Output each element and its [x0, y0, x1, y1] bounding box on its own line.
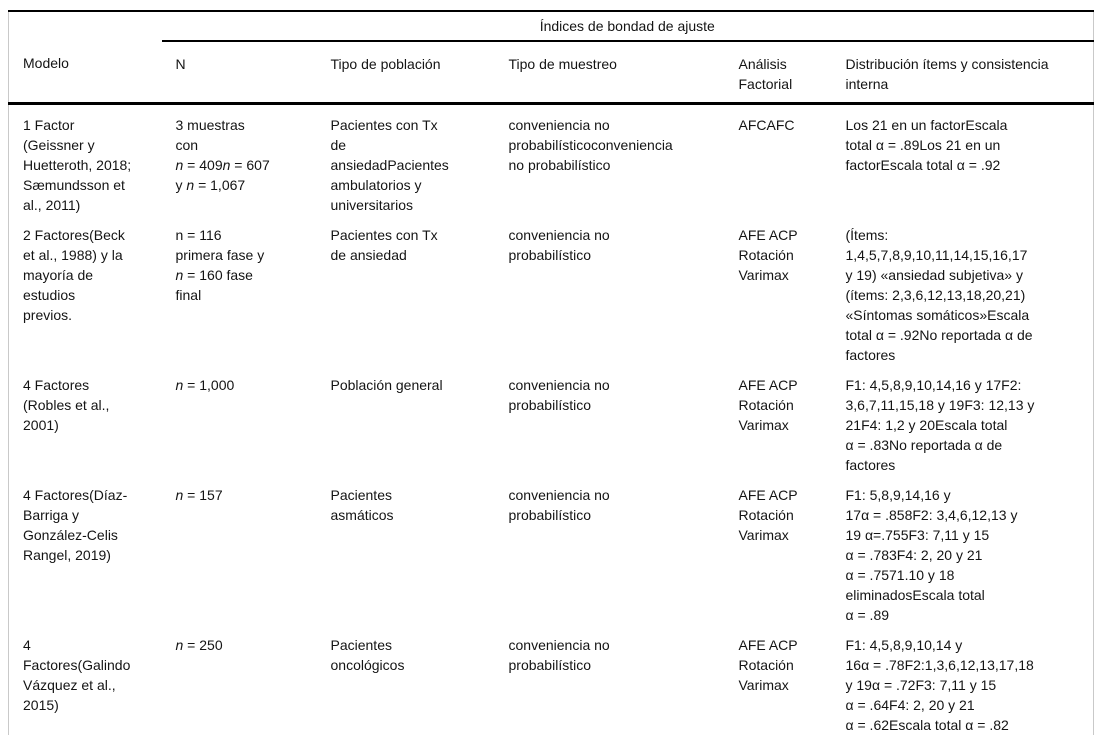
table-row: 4 Factores(Díaz- Barriga y González-Celi… [9, 475, 1094, 625]
cell-analisis-factorial: AFE ACP Rotación Varimax [738, 377, 798, 433]
cell-tipo-de-poblacion: Población general [330, 377, 443, 393]
spanner-empty-cell [9, 11, 162, 41]
header-modelo: Modelo [8, 41, 162, 105]
cell-tipo-de-poblacion: Pacientes oncológicos [330, 637, 405, 673]
cell-distribucion-items: Los 21 en un factorEscala total α = .89L… [845, 117, 1008, 173]
cell-modelo: 4 Factores (Robles et al., 2001) [23, 377, 110, 433]
cell-analisis-factorial: AFE ACP Rotación Varimax [738, 487, 798, 543]
table-row: 4 Factores (Robles et al., 2001) n = 1,0… [9, 365, 1094, 475]
spanner-row: Índices de bondad de ajuste [9, 11, 1094, 42]
cell-tipo-de-muestreo: conveniencia no probabilístico [508, 377, 610, 413]
cell-analisis-factorial: AFE ACP Rotación Varimax [738, 227, 798, 283]
cell-distribucion-items: F1: 5,8,9,14,16 y 17α = .858F2: 3,4,6,12… [845, 487, 1018, 623]
cell-tipo-de-poblacion: Pacientes con Tx de ansiedad [330, 227, 438, 263]
cell-tipo-de-poblacion: Pacientes asmáticos [330, 487, 394, 523]
cell-tipo-de-muestreo: conveniencia no probabilístico [508, 487, 610, 523]
cell-distribucion-items: (Ítems: 1,4,5,7,8,9,10,11,14,15,16,17 y … [845, 227, 1033, 363]
cell-modelo: 4 Factores(Galindo Vázquez et al., 2015) [23, 637, 131, 713]
cell-tipo-de-poblacion: Pacientes con Tx de ansiedadPacientes am… [330, 117, 449, 213]
header-tipo-de-muestreo: Tipo de muestreo [494, 41, 725, 105]
cell-distribucion-items: F1: 4,5,8,9,10,14,16 y 17F2: 3,6,7,11,15… [845, 377, 1035, 473]
table-row: 1 Factor (Geissner y Huetteroth, 2018; S… [9, 104, 1094, 216]
cell-tipo-de-muestreo: conveniencia no probabilísticoconvenienc… [508, 117, 673, 173]
cell-analisis-factorial: AFCAFC [738, 117, 795, 133]
header-analisis-factorial: Análisis Factorial [724, 41, 832, 105]
header-distribucion-items: Distribución ítems y consistencia intern… [831, 41, 1094, 105]
cell-n: n = 157 [175, 487, 223, 503]
cell-n: 3 muestras con n = 409n = 607 y n = 1,06… [175, 117, 270, 193]
cell-modelo: 1 Factor (Geissner y Huetteroth, 2018; S… [23, 117, 132, 213]
cell-tipo-de-muestreo: conveniencia no probabilístico [508, 227, 610, 263]
cell-modelo: 2 Factores(Beck et al., 1988) y la mayor… [23, 227, 125, 323]
header-n: N [161, 41, 317, 105]
table-row: 2 Factores(Beck et al., 1988) y la mayor… [9, 215, 1094, 365]
cell-tipo-de-muestreo: conveniencia no probabilístico [508, 637, 610, 673]
table-row: 4 Factores(Galindo Vázquez et al., 2015)… [9, 625, 1094, 735]
fit-indices-table: Índices de bondad de ajuste Modelo N Tip… [8, 10, 1095, 735]
cell-n: n = 250 [175, 637, 223, 653]
cell-n: n = 1,000 [175, 377, 235, 393]
header-tipo-de-poblacion: Tipo de población [316, 41, 495, 105]
cell-n: n = 116 primera fase y n = 160 fase fina… [175, 227, 265, 303]
cell-modelo: 4 Factores(Díaz- Barriga y González-Celi… [23, 487, 128, 563]
cell-distribucion-items: F1: 4,5,8,9,10,14 y 16α = .78F2:1,3,6,12… [845, 637, 1034, 733]
header-row: Modelo N Tipo de población Tipo de muest… [8, 41, 1094, 105]
cell-analisis-factorial: AFE ACP Rotación Varimax [738, 637, 798, 693]
table-spanner-title: Índices de bondad de ajuste [161, 11, 1094, 42]
